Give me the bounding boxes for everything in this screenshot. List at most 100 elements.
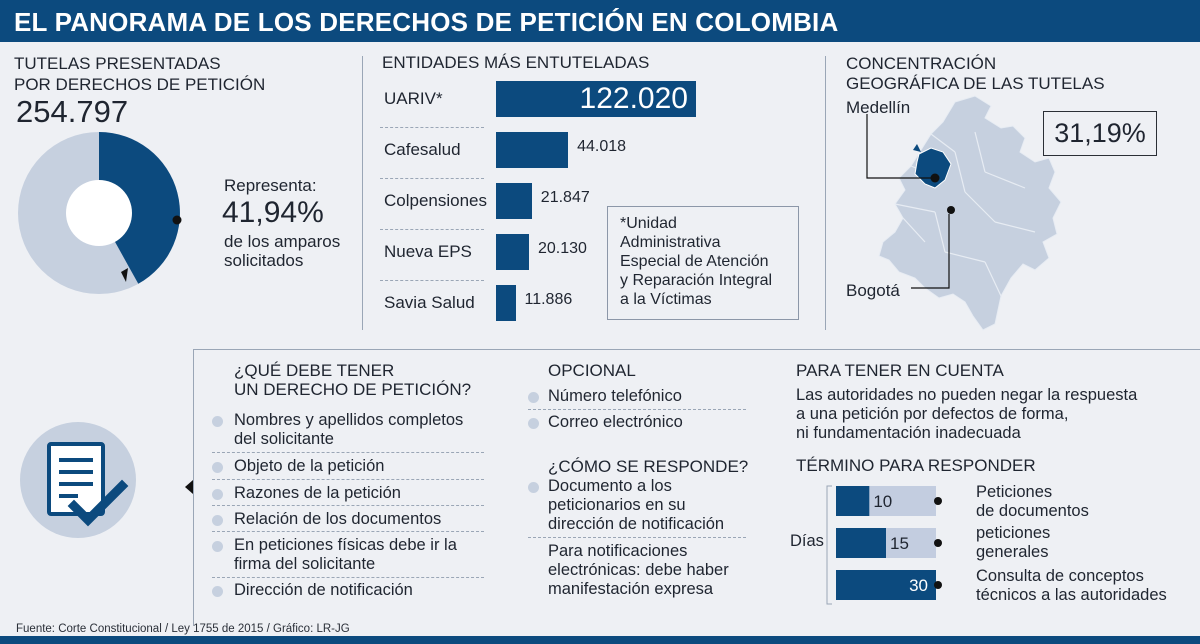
mapa-title-line2: GEOGRÁFICA DE LAS TUTELAS	[846, 74, 1105, 93]
divider	[528, 537, 746, 538]
requisitos-title-line1: ¿QUÉ DEBE TENER	[234, 361, 395, 380]
entity-value-label: 44.018	[577, 138, 627, 155]
responde-title: ¿CÓMO SE RESPONDE?	[548, 457, 749, 476]
divider	[212, 505, 484, 506]
opcional-item-2: Correo electrónico	[548, 413, 683, 431]
termino-callout-dot	[934, 539, 942, 547]
tutelas-title-line1: TUTELAS PRESENTADAS	[14, 54, 221, 73]
termino-label-3-line1: Consulta de conceptos	[976, 567, 1144, 585]
note-line-1: *Unidad	[620, 215, 677, 232]
termino-bar	[836, 570, 936, 600]
entity-value-label: 122.020	[579, 82, 688, 115]
requisito-item-6: Dirección de notificación	[234, 581, 413, 599]
map-percent: 31,19%	[1054, 118, 1146, 148]
divider	[380, 280, 484, 281]
cuenta-line-1: Las autoridades no pueden negar la respu…	[796, 386, 1138, 404]
responde-item-1-line3: dirección de notificación	[548, 515, 725, 533]
requisito-item-1-line1: Nombres y apellidos completos	[234, 411, 464, 429]
divider	[212, 452, 484, 453]
divider	[212, 479, 484, 480]
divider	[212, 577, 484, 578]
bullet-dot	[528, 482, 539, 493]
entity-bar	[496, 183, 532, 219]
bullet-dot	[212, 541, 223, 552]
bullet-dot	[212, 462, 223, 473]
divider	[380, 229, 484, 230]
represent-label: Representa:	[224, 176, 317, 195]
bullet-dot	[212, 416, 223, 427]
termino-callout-dot	[934, 497, 942, 505]
termino-label-2-line2: generales	[976, 543, 1049, 561]
bogota-dot	[947, 206, 955, 214]
medellin-dot	[930, 173, 940, 183]
requisito-item-2: Objeto de la petición	[234, 457, 385, 475]
responde-item-2-line2: electrónicas: debe haber	[548, 561, 729, 579]
bullet-dot	[212, 515, 223, 526]
requisito-item-3: Razones de la petición	[234, 484, 401, 502]
termino-label-2-line1: peticiones	[976, 524, 1051, 542]
donut-slice-peticion	[99, 132, 180, 284]
opcional-item-1: Número telefónico	[548, 387, 682, 405]
termino-bracket	[826, 485, 832, 605]
requisito-item-5-line2: firma del solicitante	[234, 555, 376, 573]
responde-item-2-line1: Para notificaciones	[548, 542, 688, 560]
donut-callout-dot	[172, 215, 182, 225]
tutelas-total: 254.797	[16, 94, 129, 129]
page-title: EL PANORAMA DE LOS DERECHOS DE PETICIÓN …	[14, 7, 839, 37]
medellin-leader-line	[866, 114, 931, 179]
map-country-shape	[878, 95, 1062, 331]
note-line-4: y Reparación Integral	[620, 272, 773, 289]
pointer-triangle-icon	[121, 268, 128, 282]
entity-category-label: UARIV*	[384, 89, 443, 108]
map-percent-box: 31,19%	[1043, 111, 1157, 156]
document-check-icon	[20, 422, 136, 538]
divider	[380, 127, 484, 128]
separator-left	[362, 56, 363, 330]
donut-hole	[66, 180, 132, 246]
source-note: Fuente: Corte Constitucional / Ley 1755 …	[16, 623, 350, 635]
tutelas-donut-chart	[18, 132, 182, 294]
termino-label-1-line1: Peticiones	[976, 483, 1053, 501]
requisitos-title-line2: UN DERECHO DE PETICIÓN?	[234, 380, 472, 399]
requisito-item-1-line2: del solicitante	[234, 430, 334, 448]
termino-value-label: 10	[873, 492, 892, 511]
termino-title: TÉRMINO PARA RESPONDER	[796, 456, 1036, 475]
info-panel	[193, 349, 1200, 626]
requisito-item-5-line1: En peticiones físicas debe ir la	[234, 536, 457, 554]
termino-axis-label: Días	[790, 532, 824, 550]
entity-value-label: 11.886	[524, 291, 573, 308]
entity-bar	[496, 285, 516, 321]
cuenta-line-3: ni fundamentación inadecuada	[796, 424, 1021, 442]
cuenta-title: PARA TENER EN CUENTA	[796, 361, 1004, 380]
responde-item-1-line2: peticionarios en su	[548, 496, 686, 514]
bogota-leader-line	[911, 214, 950, 289]
city-bogota: Bogotá	[846, 281, 900, 300]
colombia-map	[866, 95, 1062, 331]
entity-bar	[496, 234, 529, 270]
entity-bar	[496, 132, 569, 168]
termino-bar	[836, 528, 886, 558]
entidades-bar-chart: UARIV* 122.020 Cafesalud 44.018 Colpensiones…	[370, 78, 806, 334]
tutelas-percent: 41,94%	[222, 196, 324, 229]
header-bar: EL PANORAMA DE LOS DERECHOS DE PETICIÓN …	[0, 0, 1200, 42]
tutelas-desc-line2: solicitados	[224, 251, 304, 270]
termino-value-label: 15	[890, 534, 909, 553]
city-medellin: Medellín	[846, 98, 911, 117]
termino-bar-chart: 10 15 30	[826, 485, 942, 605]
responde-item-1-line1: Documento a los	[548, 477, 672, 495]
entity-value-label: 20.130	[538, 240, 587, 257]
entity-category-label: Nueva EPS	[384, 242, 472, 261]
termino-label-3-line2: técnicos a las autoridades	[976, 586, 1167, 604]
entity-value-label: 21.847	[540, 189, 590, 206]
entity-category-label: Colpensiones	[384, 191, 488, 210]
requisito-item-4: Relación de los documentos	[234, 510, 442, 528]
note-line-2: Administrativa	[620, 234, 721, 251]
note-line-5: a la Víctimas	[620, 291, 712, 308]
entity-category-label: Savia Salud	[384, 293, 475, 312]
bottom-band	[0, 636, 1200, 644]
bullet-dot	[528, 418, 539, 429]
entity-bar	[496, 81, 696, 117]
bullet-dot	[528, 392, 539, 403]
divider	[212, 531, 484, 532]
tutelas-title-line2: POR DERECHOS DE PETICIÓN	[14, 75, 266, 94]
